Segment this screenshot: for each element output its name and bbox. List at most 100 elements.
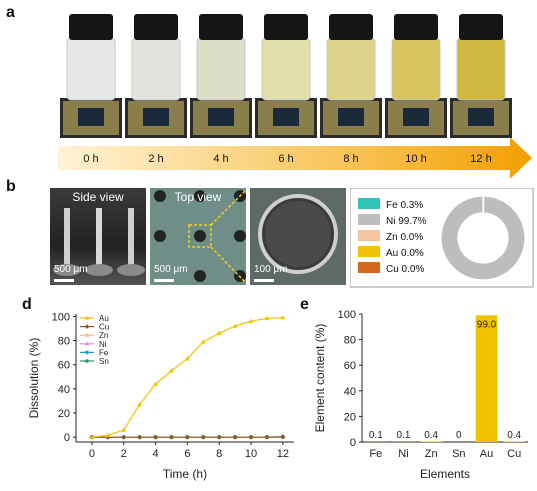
x-tick-label-sn: Sn — [452, 448, 465, 460]
bar-value-label-au: 99.0 — [477, 319, 497, 330]
x-tick-label-au: Au — [480, 448, 493, 460]
panel-label-b: b — [6, 178, 16, 195]
vial-liquid-0 — [66, 37, 116, 101]
legend-marker-au — [84, 315, 90, 320]
legend-marker-ni — [84, 341, 90, 346]
chip-die-4 — [338, 108, 364, 126]
composition-donut-panel: Fe 0.3% Ni 99.7% Zn 0.0% Au 0.0% Cu 0.0% — [350, 188, 534, 288]
x-tick-label-ni: Ni — [398, 448, 408, 460]
vial-cap-5 — [394, 14, 438, 40]
x-axis-label: Time (h) — [163, 467, 207, 481]
data-point-au — [153, 381, 158, 386]
vial-cap-3 — [264, 14, 308, 40]
data-point-cu — [184, 434, 190, 440]
legend-swatch-fe — [358, 198, 380, 209]
chip-die-5 — [403, 108, 429, 126]
top-view-photo: Top view 500 μm — [150, 188, 246, 285]
vial-cap-6 — [459, 14, 503, 40]
panel-label-d: d — [22, 296, 32, 313]
time-label-1: 2 h — [148, 153, 163, 165]
y-tick-label: 20 — [58, 408, 70, 420]
data-point-au — [200, 339, 206, 344]
data-point-cu — [200, 434, 206, 440]
x-tick-label: 8 — [216, 448, 222, 460]
y-axis-label: Dissolution (%) — [27, 338, 41, 419]
bar-au — [475, 315, 498, 442]
top-view-scale-label: 500 μm — [154, 264, 188, 275]
legend-marker-fe — [85, 350, 89, 355]
vial-liquid-4 — [326, 37, 376, 101]
time-label-2: 4 h — [213, 153, 228, 165]
timeline-arrow — [58, 137, 532, 178]
data-point-au — [216, 330, 222, 336]
zoom-hole-photo: 100 μm — [250, 188, 346, 285]
bar-value-label-ni: 0.1 — [397, 430, 411, 441]
data-point-au — [232, 323, 238, 328]
time-label-0: 0 h — [83, 153, 98, 165]
chip-die-0 — [78, 108, 104, 126]
vial-cap-2 — [199, 14, 243, 40]
chip-die-1 — [143, 108, 169, 126]
top-view-title: Top view — [174, 190, 222, 204]
y-axis-label: Element content (%) — [313, 324, 327, 433]
x-tick-label: 0 — [89, 448, 95, 460]
legend-label-sn: Sn — [99, 357, 109, 366]
time-label-5: 10 h — [405, 153, 426, 165]
vial-4 — [320, 14, 382, 138]
x-tick-label-fe: Fe — [369, 448, 382, 460]
zoom-scale-label: 100 μm — [254, 264, 288, 275]
vial-6 — [450, 14, 512, 138]
chip-die-3 — [273, 108, 299, 126]
data-point-cu — [232, 434, 238, 440]
vial-liquid-5 — [391, 37, 441, 101]
legend-label-au: Au — [99, 314, 109, 323]
dissolution-line-chart: 0 2 4 6 8 10 12 0 20 40 60 80 100 Time (h) Dissolution… — [27, 311, 294, 481]
data-point-au — [280, 315, 286, 320]
side-view-photo: Side view 500 μm — [50, 188, 146, 285]
legend-label-fe: Fe — [99, 348, 109, 357]
x-axis-label: Elements — [420, 467, 470, 481]
x-tick-label-zn: Zn — [425, 448, 438, 460]
legend-swatch-ni — [358, 214, 380, 225]
top-view-holes — [154, 189, 246, 284]
bar-value-label-zn: 0.4 — [424, 430, 438, 441]
data-point-au — [121, 427, 127, 432]
vial-2 — [190, 14, 252, 138]
bar-value-label-fe: 0.1 — [369, 430, 383, 441]
vial-cap-0 — [69, 14, 113, 40]
x-tick-label: 12 — [277, 448, 289, 460]
time-label-6: 12 h — [470, 153, 491, 165]
y-tick-label: 80 — [58, 336, 70, 348]
side-view-pins — [53, 208, 145, 276]
element-content-bar-chart: 0 20 40 60 80 100 0.1 Fe 0.1 Ni 0.4 Zn 0 Sn 99.0 Au 0.4 C… — [313, 309, 528, 481]
x-tick-label-cu: Cu — [507, 448, 521, 460]
vial-liquid-1 — [131, 37, 181, 101]
vial-cap-1 — [134, 14, 178, 40]
y-tick-label: 20 — [344, 411, 356, 423]
panel-label-e: e — [300, 296, 309, 313]
vial-cap-4 — [329, 14, 373, 40]
chip-die-6 — [468, 108, 494, 126]
legend-label-zn: Zn 0.0% — [386, 232, 423, 243]
vial-liquid-2 — [196, 37, 246, 101]
y-tick-label: 100 — [338, 309, 356, 321]
data-point-cu — [137, 434, 143, 440]
legend-label-cu: Cu — [99, 323, 109, 332]
legend-marker-cu — [84, 324, 90, 329]
data-point-au — [89, 434, 95, 439]
vial-1 — [125, 14, 187, 138]
data-point-cu — [264, 434, 270, 440]
data-point-au — [248, 318, 254, 324]
legend-swatch-au — [358, 246, 380, 257]
vial-0 — [60, 14, 122, 138]
legend-label-ni: Ni — [99, 340, 107, 349]
data-point-cu — [216, 434, 222, 440]
bar-cu — [503, 441, 525, 442]
series-line-au — [91, 317, 283, 438]
zoom-scale-bar — [254, 279, 274, 282]
vial-5 — [385, 14, 447, 138]
y-tick-label: 80 — [344, 335, 356, 347]
x-tick-label: 10 — [245, 448, 257, 460]
side-view-scale-label: 500 μm — [54, 264, 88, 275]
legend-label-ni: Ni 99.7% — [386, 216, 427, 227]
